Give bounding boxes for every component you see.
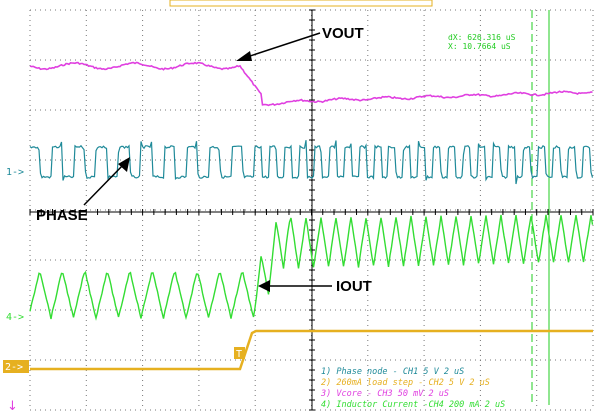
- inductor-current-trace: [29, 214, 594, 321]
- down-arrow-icon: ↓: [7, 399, 18, 414]
- load-step-trace: [30, 329, 593, 371]
- grid: [29, 9, 594, 411]
- vcore-trace: [29, 61, 593, 107]
- phase-label: PHASE: [36, 207, 88, 224]
- vout-annotation: VOUT: [236, 25, 364, 61]
- legend-entry-phase: 1) Phase node - CH1 5 V 2 uS: [321, 367, 464, 377]
- legend-entry-inductor: 4) Inductor Current -CH4 200 mA 2 uS: [321, 400, 505, 410]
- phase-node-trace: [29, 140, 594, 185]
- phase-annotation: PHASE: [36, 157, 130, 224]
- iout-label: IOUT: [336, 278, 372, 295]
- trigger-marker: T: [236, 349, 242, 360]
- channel-2-marker-bg: [3, 360, 29, 373]
- legend: 1) Phase node - CH1 5 V 2 uS 2) 260mA lo…: [320, 367, 505, 410]
- legend-entry-load-step: 2) 260mA load step - CH2 5 V 2 uS: [321, 378, 490, 388]
- channel-4-marker: 4->: [6, 312, 24, 323]
- vout-label: VOUT: [322, 25, 364, 42]
- channel-1-marker: 1->: [6, 167, 24, 178]
- trigger-marker-bg: [234, 347, 245, 359]
- cursor-lines: [531, 10, 550, 405]
- cursor-dx-readout: dX: 626.316 uS: [448, 33, 516, 42]
- cursor-x-readout: X: 10.7664 uS: [448, 42, 511, 51]
- channel-2-marker: 2->: [5, 362, 23, 373]
- legend-entry-vcore: 3) Vcore - CH3 50 mV 2 uS: [320, 389, 449, 399]
- traces: [29, 61, 594, 371]
- iout-annotation: IOUT: [258, 278, 372, 295]
